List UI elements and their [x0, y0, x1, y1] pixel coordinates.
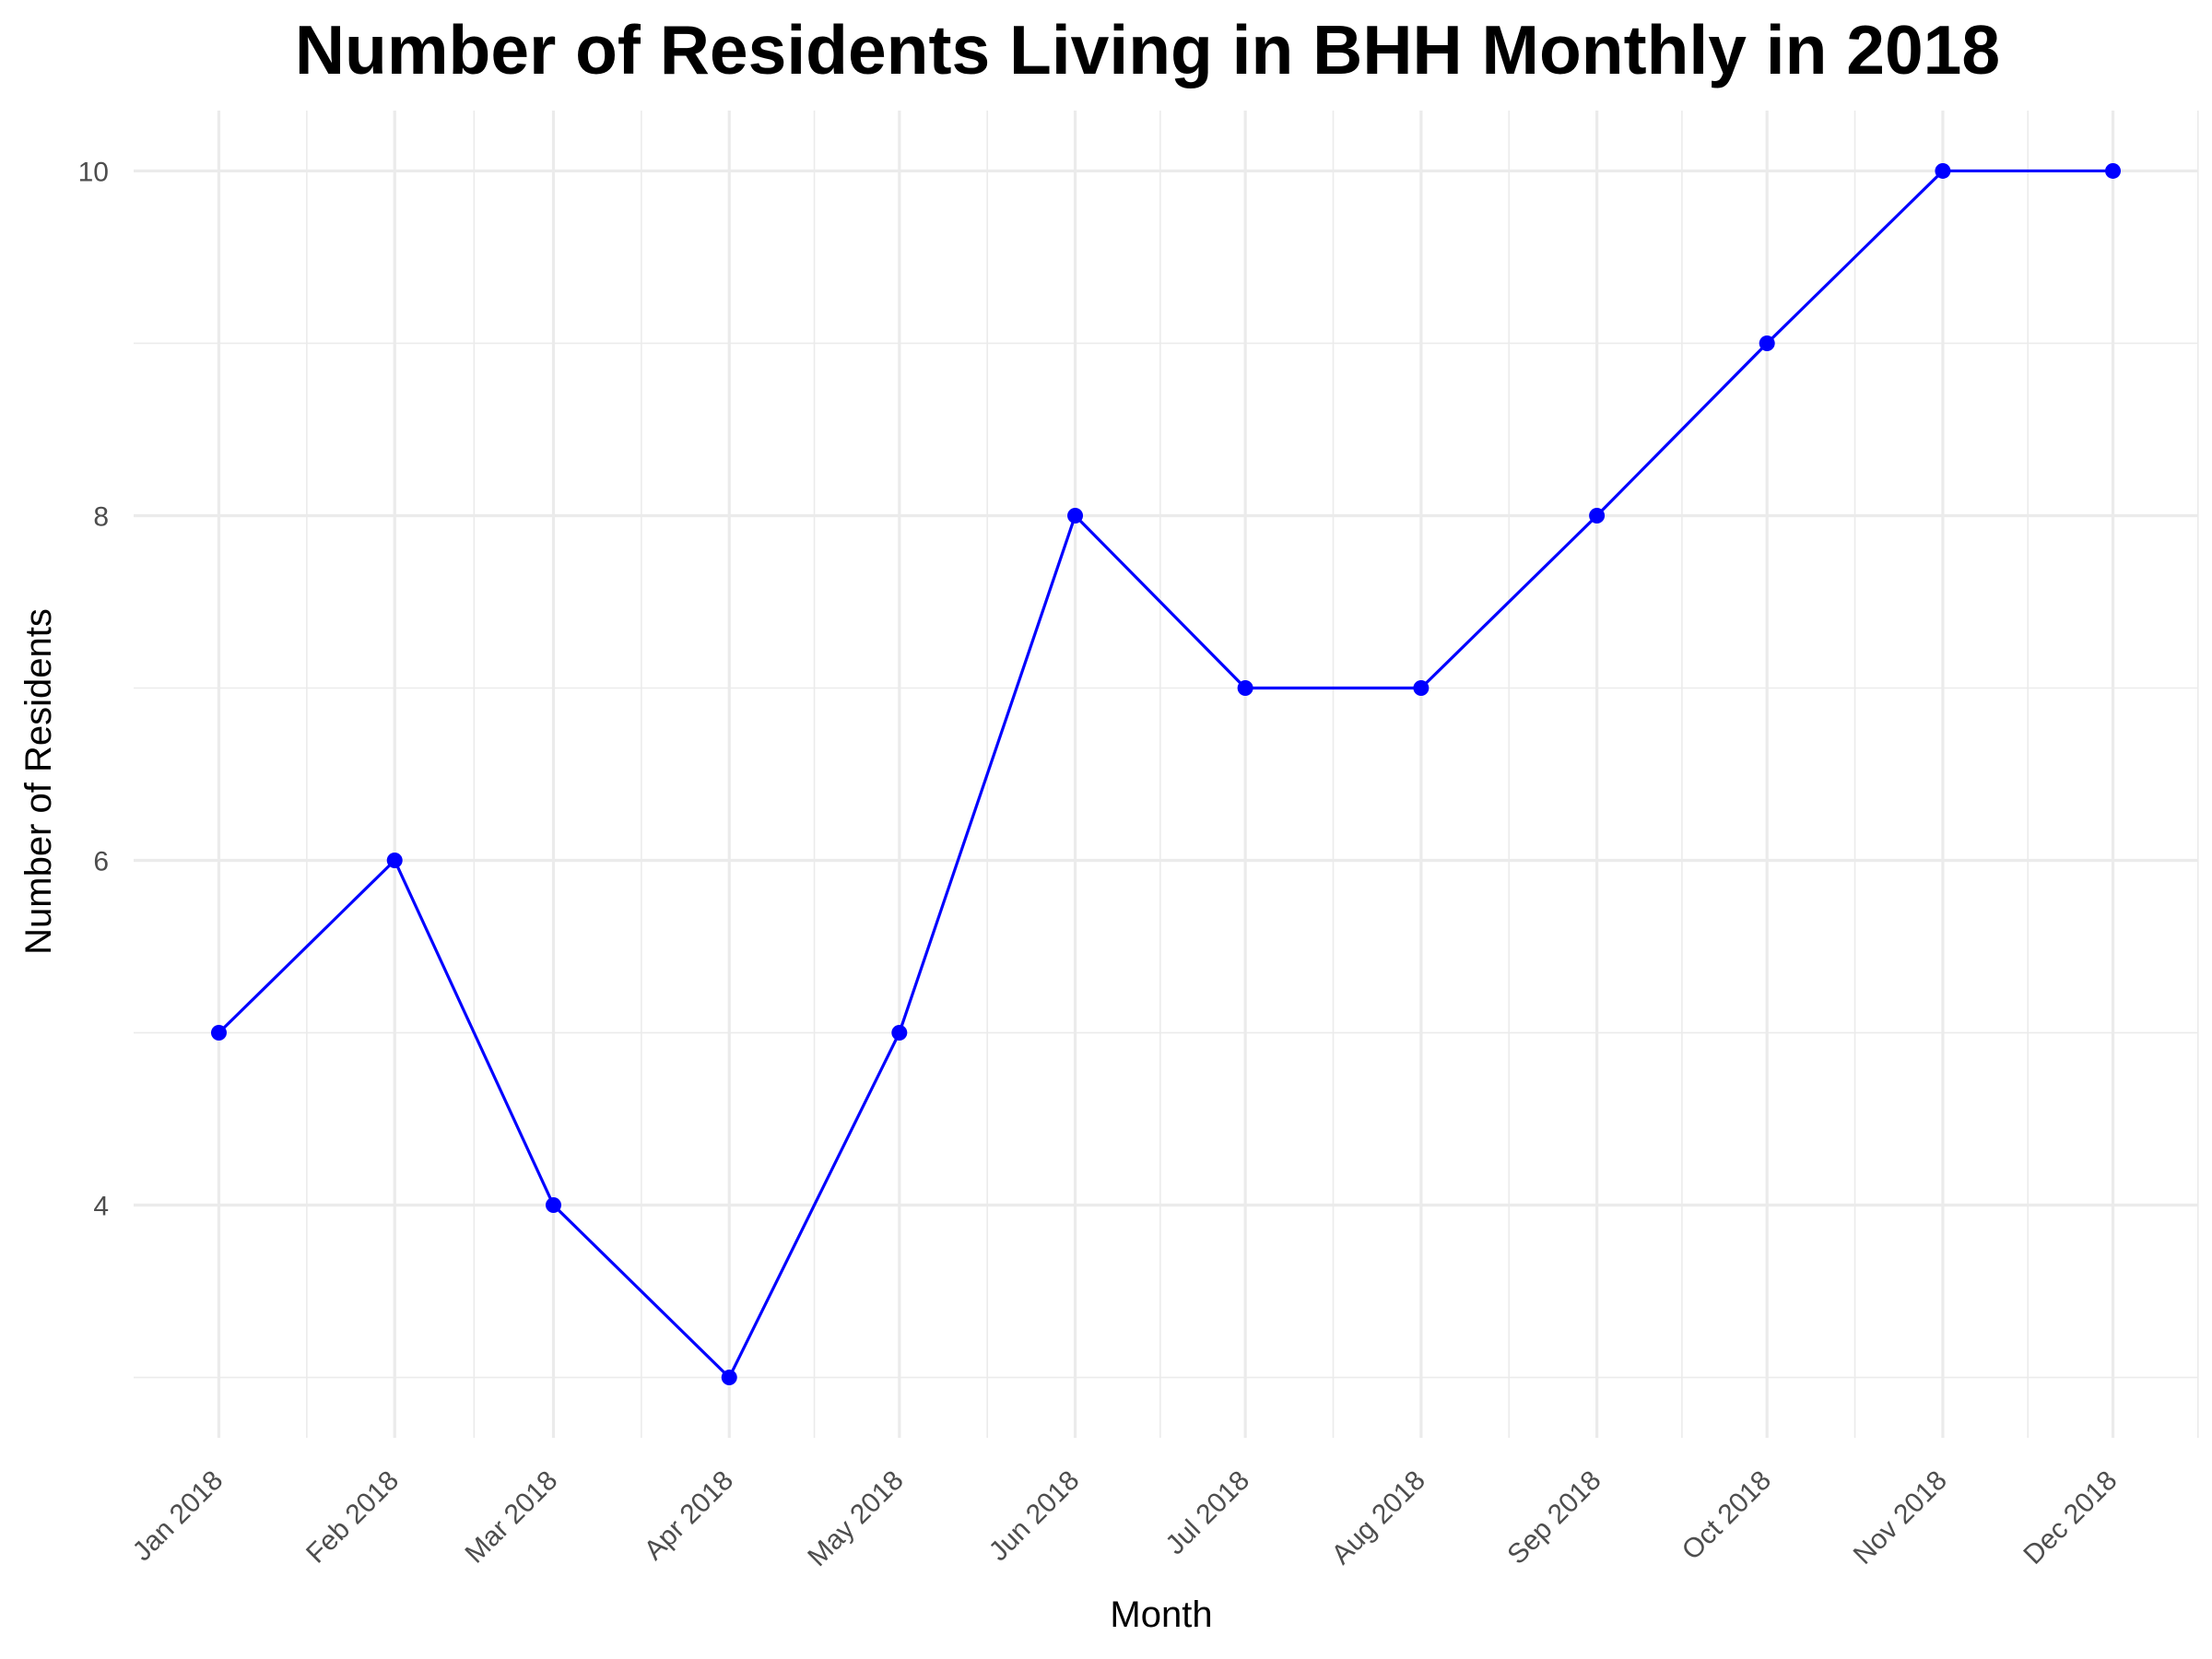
data-point: [386, 853, 403, 869]
x-tick-label: May 2018: [802, 1465, 909, 1572]
data-point: [545, 1197, 561, 1214]
series-line: [218, 169, 2113, 1381]
x-tick-label: Sep 2018: [1501, 1465, 1606, 1571]
chart-title: Number of Residents Living in BHH Monthl…: [295, 11, 2000, 88]
data-point: [1067, 507, 1084, 524]
data-point: [210, 1025, 227, 1041]
y-tick-label: 4: [93, 1192, 109, 1222]
series-layer: [210, 162, 2122, 1386]
grid-lines: [134, 111, 2199, 1438]
data-point: [2105, 162, 2122, 179]
y-tick-label: 10: [78, 157, 109, 187]
x-tick-label: Oct 2018: [1677, 1465, 1777, 1566]
x-tick-label: Dec 2018: [2018, 1465, 2123, 1571]
data-point: [1237, 679, 1253, 696]
data-point: [891, 1025, 908, 1041]
y-tick-label: 6: [93, 847, 109, 877]
data-point: [1589, 507, 1606, 524]
x-tick-label: Feb 2018: [300, 1465, 405, 1570]
data-point: [721, 1370, 737, 1386]
x-tick-label: Apr 2018: [639, 1465, 739, 1566]
x-tick-label: Aug 2018: [1326, 1465, 1431, 1571]
y-axis-ticks: 4 6 8 10: [78, 157, 109, 1221]
x-axis-ticks: Jan 2018 Feb 2018 Mar 2018 Apr 2018 May 2018…: [127, 1465, 2124, 1572]
x-tick-label: Jan 2018: [127, 1465, 229, 1568]
x-tick-label: Mar 2018: [459, 1465, 563, 1570]
x-tick-label: Jul 2018: [1160, 1465, 1256, 1561]
x-axis-title: Month: [1110, 1594, 1212, 1635]
x-tick-label: Jun 2018: [983, 1465, 1086, 1568]
data-point: [1413, 679, 1430, 696]
data-point: [1935, 162, 1951, 179]
x-tick-label: Nov 2018: [1848, 1465, 1953, 1571]
data-point: [1759, 335, 1775, 351]
y-axis-title: Number of Residents: [18, 608, 59, 955]
y-tick-label: 8: [93, 501, 109, 532]
